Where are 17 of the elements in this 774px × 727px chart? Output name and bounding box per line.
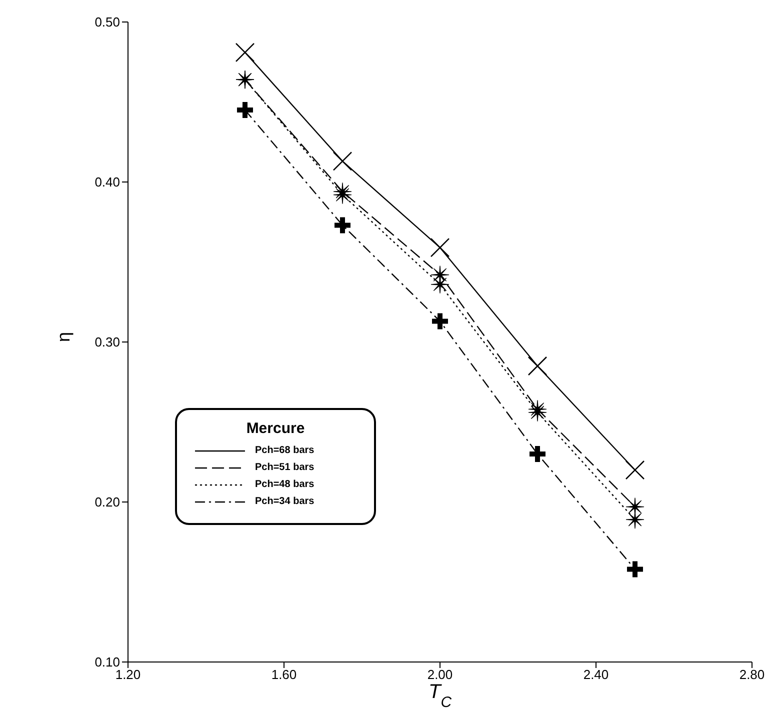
y-tick-label: 0.10 bbox=[94, 654, 120, 670]
x-tick-label: 2.00 bbox=[427, 667, 453, 682]
legend-title: Mercure bbox=[245, 420, 306, 437]
x-tick-label: 1.60 bbox=[271, 667, 297, 682]
x-tick-label: 1.20 bbox=[115, 667, 141, 682]
legend-label: Pch=68 bars bbox=[255, 445, 314, 456]
x-axis-title: T$_{C}$ bbox=[428, 681, 452, 710]
x-tick-label: 2.80 bbox=[739, 667, 765, 682]
legend-label: Pch=48 bars bbox=[255, 479, 314, 490]
y-tick-label: 0.30 bbox=[94, 334, 120, 350]
y-tick-label: 0.40 bbox=[94, 174, 120, 190]
legend-label: Pch=34 bars bbox=[255, 496, 314, 507]
y-tick-label: 0.20 bbox=[94, 494, 120, 510]
legend-label: Pch=51 bars bbox=[255, 462, 314, 473]
y-axis-title: η bbox=[53, 332, 74, 342]
x-tick-label: 2.40 bbox=[583, 667, 609, 682]
y-tick-label: 0.50 bbox=[94, 14, 120, 30]
